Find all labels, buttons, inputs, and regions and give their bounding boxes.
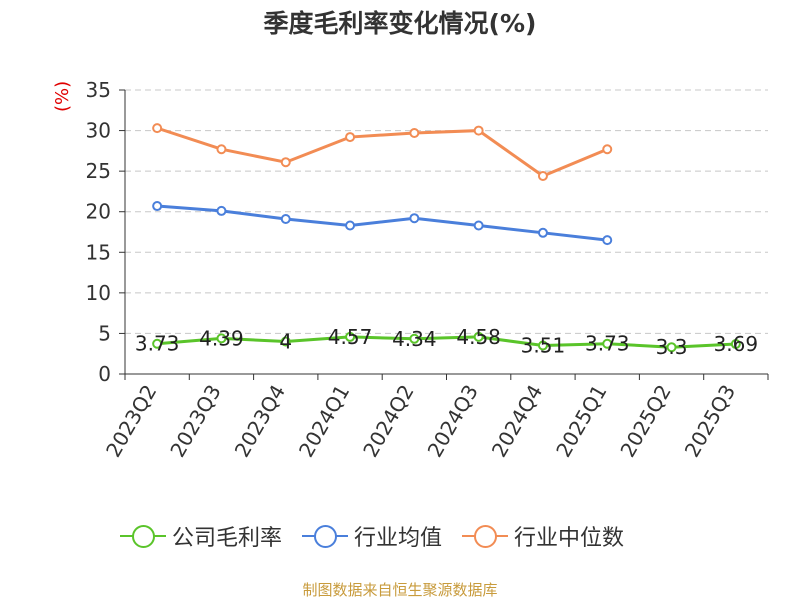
data-point (602, 144, 613, 155)
x-tick-label: 2023Q2 (101, 381, 161, 462)
x-tick-label: 2025Q2 (615, 381, 675, 462)
chart-legend: 公司毛利率 行业均值 行业中位数 (120, 520, 624, 552)
y-tick-label: 35 (86, 78, 111, 102)
x-tick-label: 2023Q3 (165, 381, 225, 462)
legend-circle-icon (462, 524, 509, 548)
data-label: 4.39 (199, 326, 244, 350)
data-point (409, 333, 420, 344)
x-tick-label: 2024Q1 (294, 381, 354, 462)
data-point (152, 201, 163, 212)
data-point (473, 331, 484, 342)
y-tick-label: 25 (86, 159, 111, 183)
data-point (280, 336, 291, 347)
data-point (409, 128, 420, 139)
legend-item-industry-median[interactable]: 行业中位数 (462, 520, 624, 552)
data-point (602, 235, 613, 246)
x-tick-label: 2023Q4 (230, 381, 290, 462)
data-point (409, 213, 420, 224)
x-tick-label: 2024Q4 (487, 381, 547, 462)
y-tick-label: 30 (86, 119, 111, 143)
x-tick-label: 2024Q2 (358, 381, 418, 462)
data-label: 3.3 (656, 335, 688, 359)
data-point (152, 338, 163, 349)
data-point (602, 338, 613, 349)
data-point (280, 157, 291, 168)
data-point (473, 125, 484, 136)
data-point (345, 132, 356, 143)
x-tick-label: 2024Q3 (423, 381, 483, 462)
data-point (280, 214, 291, 225)
data-label: 3.51 (521, 334, 566, 358)
y-tick-label: 10 (86, 281, 111, 305)
data-point (216, 205, 227, 216)
data-label: 4.58 (456, 325, 501, 349)
legend-item-industry-mean[interactable]: 行业均值 (302, 520, 442, 552)
data-point (473, 220, 484, 231)
data-label: 4.57 (328, 325, 373, 349)
legend-label: 行业均值 (354, 526, 443, 551)
series-line (157, 204, 608, 242)
legend-circle-icon (302, 524, 349, 548)
series-line (157, 335, 736, 349)
legend-marker (474, 525, 498, 548)
data-label: 4.34 (392, 327, 437, 351)
x-tick-label: 2025Q3 (680, 381, 740, 462)
x-tick-label: 2025Q1 (551, 381, 611, 462)
legend-label: 行业中位数 (514, 526, 625, 551)
legend-circle-icon (120, 524, 166, 548)
series-line (156, 126, 608, 178)
source-note: 制图数据来自恒生聚源数据库 (302, 581, 498, 599)
legend-label: 公司毛利率 (172, 526, 283, 551)
legend-item-company[interactable]: 公司毛利率 (120, 520, 282, 552)
data-label: 3.73 (585, 332, 630, 356)
legend-marker (132, 525, 155, 548)
data-point (345, 331, 356, 342)
data-point (730, 339, 741, 350)
legend-marker (314, 525, 338, 548)
data-point (537, 340, 548, 351)
y-tick-label: 20 (86, 200, 111, 224)
data-point (537, 171, 548, 182)
y-tick-label: 15 (86, 240, 111, 264)
y-tick-label: 5 (98, 321, 111, 345)
data-point (216, 333, 227, 344)
data-label: 4 (279, 330, 292, 354)
data-label: 3.73 (135, 332, 180, 356)
data-point (345, 220, 356, 231)
data-label: 3.69 (714, 332, 759, 356)
data-point (666, 342, 677, 353)
data-point (152, 123, 163, 134)
chart-title: 季度毛利率变化情况(%) (263, 9, 537, 38)
data-point (216, 144, 227, 155)
data-point (537, 227, 548, 238)
y-tick-label: 0 (98, 362, 111, 386)
